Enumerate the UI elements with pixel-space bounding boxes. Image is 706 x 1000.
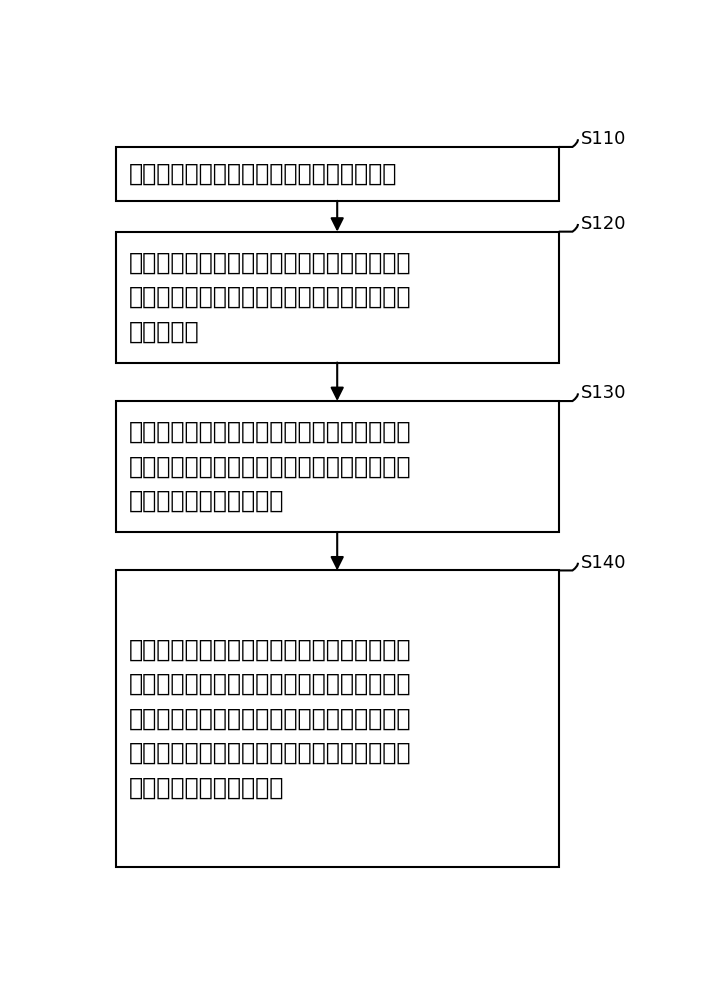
Text: S130: S130 bbox=[580, 384, 626, 402]
Text: 若已有的充电站不能满足当前的充电需求，则
以充电站扩建的社会成本最低为目标函数，建
立充电站的配置优化模型: 若已有的充电站不能满足当前的充电需求，则 以充电站扩建的社会成本最低为目标函数，… bbox=[129, 420, 412, 513]
Text: 求解充电站的配置优化模型得到充电站优化配
置方案；其中，所述充电站优化配置方案包括
已有充电站内充电设施的扩增数量，新建充电
站的数量和位置以及新建充电站内充电: 求解充电站的配置优化模型得到充电站优化配 置方案；其中，所述充电站优化配置方案包… bbox=[129, 638, 412, 800]
Bar bbox=[116, 232, 559, 363]
Text: S140: S140 bbox=[580, 554, 626, 572]
Bar bbox=[116, 401, 559, 532]
Text: S110: S110 bbox=[580, 130, 626, 148]
Bar bbox=[116, 570, 559, 867]
Bar bbox=[116, 147, 559, 201]
Text: 基于电动出租车的充电需求的时空分布矩阵，
根据排队理论分析已有的充电站能否满足当前
的充电需求: 基于电动出租车的充电需求的时空分布矩阵， 根据排队理论分析已有的充电站能否满足当… bbox=[129, 251, 412, 344]
Text: S120: S120 bbox=[580, 215, 626, 233]
Text: 建立电动出租车的充电需求的时空分布矩阵: 建立电动出租车的充电需求的时空分布矩阵 bbox=[129, 162, 397, 186]
